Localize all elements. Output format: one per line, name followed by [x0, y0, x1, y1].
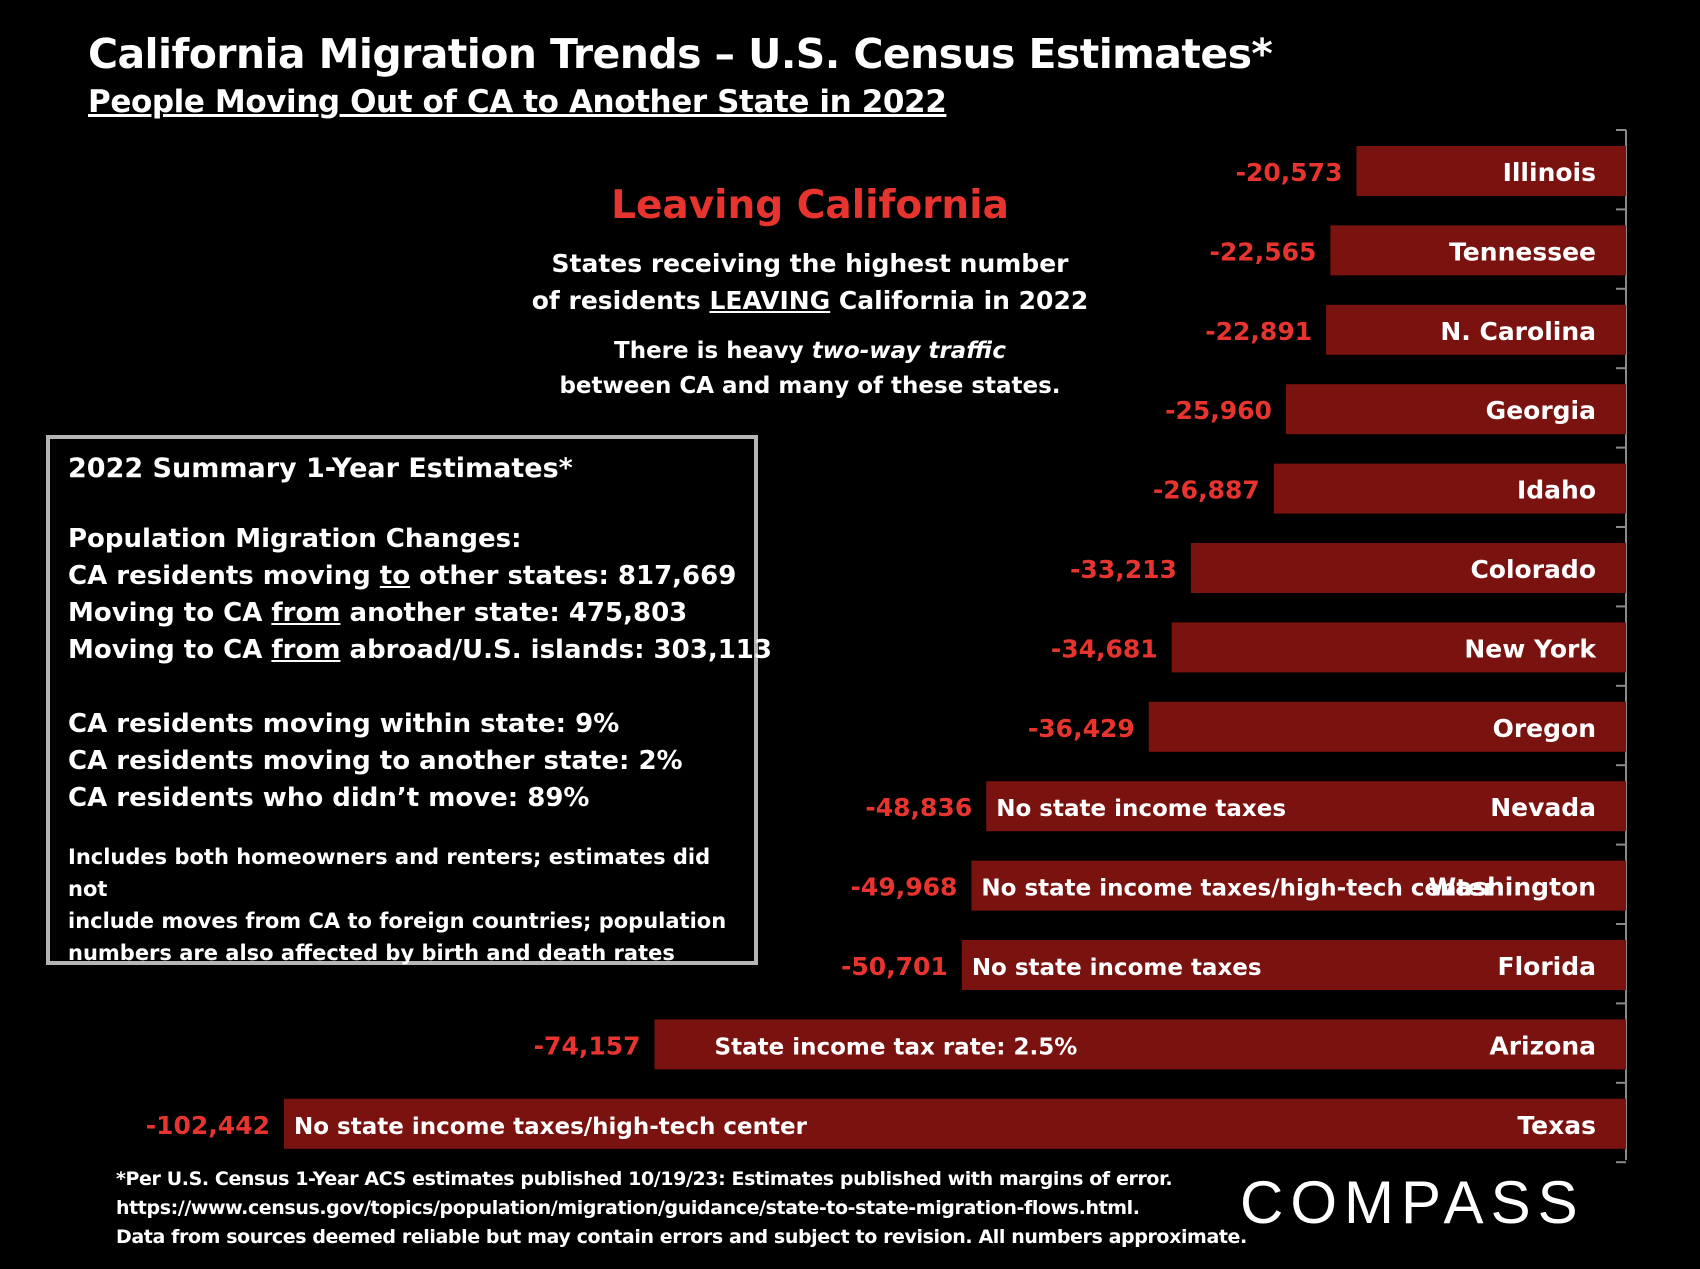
footnote-line-3: Data from sources deemed reliable but ma…	[116, 1226, 1247, 1248]
summary-line-to-other-states: CA residents moving to other states: 817…	[68, 561, 737, 591]
two-way-emphasis: two-way traffic	[811, 338, 1006, 364]
category-label: Illinois	[1503, 158, 1596, 187]
bar-annotation: No state income taxes/high-tech center	[981, 876, 1495, 902]
bar-texas	[284, 1098, 1627, 1149]
bar-annotation: No state income taxes	[972, 955, 1262, 981]
footnote-source-url: https://www.census.gov/topics/population…	[116, 1197, 1140, 1219]
bar-washington	[971, 860, 1626, 911]
compass-logo: COMPASS	[1240, 1169, 1585, 1236]
footnote: *Per U.S. Census 1-Year ACS estimates pu…	[116, 1165, 1247, 1252]
bar-annotation: No state income taxes	[996, 796, 1286, 822]
summary-note: Includes both homeowners and renters; es…	[68, 845, 727, 965]
value-label: -22,891	[1205, 317, 1312, 346]
bar-annotation: No state income taxes/high-tech center	[294, 1114, 808, 1140]
chart-title: California Migration Trends – U.S. Censu…	[88, 30, 1273, 78]
category-label: Texas	[1517, 1111, 1596, 1140]
summary-line-from-another-state: Moving to CA from another state: 475,803	[68, 598, 688, 628]
value-label: -49,968	[851, 873, 958, 902]
leaving-emphasis: LEAVING	[709, 286, 831, 315]
category-label: N. Carolina	[1440, 317, 1596, 346]
bar-florida	[961, 940, 1626, 990]
summary-line-didnt-move: CA residents who didn’t move: 89%	[68, 783, 590, 813]
category-label: Washington	[1429, 873, 1596, 902]
value-label: -74,157	[534, 1031, 641, 1060]
value-label: -102,442	[146, 1111, 270, 1140]
value-label: -50,701	[841, 952, 948, 981]
summary-line-another-state-pct: CA residents moving to another state: 2%	[68, 746, 683, 776]
callout-heading: Leaving California	[611, 183, 1009, 228]
value-label: -22,565	[1210, 237, 1317, 266]
summary-box: 2022 Summary 1-Year Estimates* Populatio…	[46, 435, 772, 965]
callout-line-1: States receiving the highest number	[551, 249, 1069, 278]
callout-description: States receiving the highest number of r…	[520, 245, 1100, 319]
bar-n-carolina	[1326, 304, 1626, 355]
category-label: Oregon	[1493, 714, 1596, 743]
callout-note-line-1: There is heavy two-way traffic	[614, 338, 1006, 364]
bar-nevada	[986, 781, 1626, 832]
category-label: Idaho	[1517, 476, 1596, 505]
summary-line-within-state: CA residents moving within state: 9%	[68, 709, 620, 739]
callout-note: There is heavy two-way traffic between C…	[520, 334, 1100, 404]
category-label: Arizona	[1489, 1031, 1596, 1060]
bar-arizona	[654, 1019, 1626, 1070]
value-label: -20,573	[1236, 158, 1343, 187]
chart-subtitle: People Moving Out of CA to Another State…	[88, 84, 947, 120]
category-label: New York	[1464, 634, 1597, 663]
value-label: -25,960	[1165, 396, 1272, 425]
value-label: -36,429	[1028, 714, 1135, 743]
bar-idaho	[1273, 463, 1626, 514]
category-label: Florida	[1498, 952, 1597, 981]
category-label: Tennessee	[1449, 237, 1596, 266]
value-label: -34,681	[1051, 634, 1158, 663]
category-label: Nevada	[1490, 793, 1596, 822]
value-label: -33,213	[1070, 555, 1177, 584]
callout-line-2: of residents LEAVING California in 2022	[531, 286, 1089, 315]
bar-new-york	[1171, 622, 1626, 673]
summary-line-from-abroad: Moving to CA from abroad/U.S. islands: 3…	[68, 635, 772, 665]
bar-annotation: State income tax rate: 2.5%	[715, 1034, 1078, 1060]
bar-georgia	[1285, 384, 1626, 435]
bar-tennessee	[1330, 225, 1626, 276]
value-label: -48,836	[865, 793, 972, 822]
bar-illinois	[1356, 146, 1626, 196]
summary-title: 2022 Summary 1-Year Estimates*	[68, 453, 573, 484]
category-label: Georgia	[1486, 396, 1596, 425]
category-label: Colorado	[1470, 555, 1596, 584]
bar-colorado	[1190, 543, 1626, 593]
callout-note-line-2: between CA and many of these states.	[559, 373, 1061, 399]
value-label: -26,887	[1153, 476, 1260, 505]
footnote-line-1: *Per U.S. Census 1-Year ACS estimates pu…	[116, 1168, 1173, 1190]
summary-heading: Population Migration Changes:	[68, 524, 522, 554]
bar-oregon	[1148, 701, 1626, 752]
